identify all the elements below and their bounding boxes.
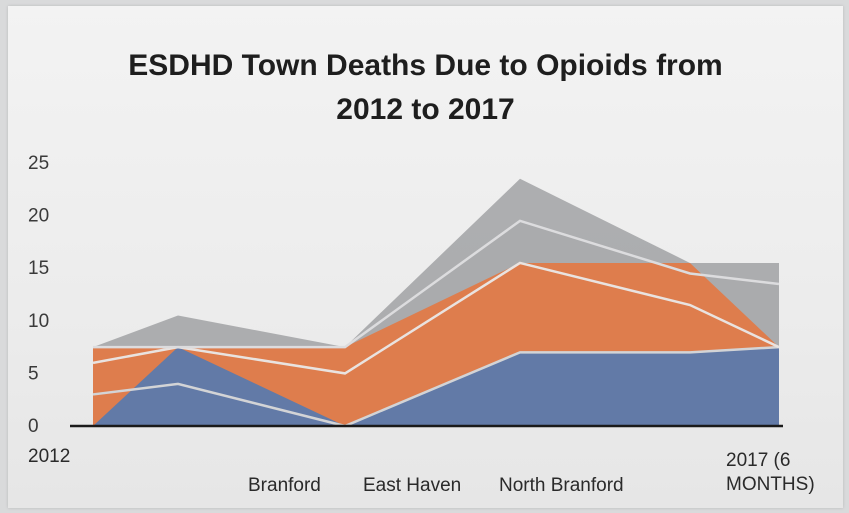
y-tick-label: 20 bbox=[28, 206, 49, 227]
overlay-line-1 bbox=[92, 345, 780, 428]
x-category-label: 2012 bbox=[28, 446, 70, 467]
x-category-label: North Branford bbox=[499, 475, 624, 496]
x-category-label: 2017 (6 bbox=[726, 450, 790, 471]
overlay-line-3 bbox=[93, 219, 780, 349]
x-category-label: MONTHS) bbox=[726, 474, 815, 495]
chart-title-line-2: 2012 to 2017 bbox=[336, 93, 515, 126]
y-tick-label: 25 bbox=[28, 153, 49, 174]
x-category-label: Branford bbox=[248, 475, 321, 496]
y-tick-label: 0 bbox=[28, 416, 39, 437]
y-tick-label: 10 bbox=[28, 311, 49, 332]
y-tick-label: 5 bbox=[28, 363, 39, 384]
chart-title-line-1: ESDHD Town Deaths Due to Opioids from bbox=[128, 49, 723, 82]
overlay-line-2 bbox=[92, 261, 780, 375]
x-category-label: East Haven bbox=[363, 475, 461, 496]
y-tick-label: 15 bbox=[28, 258, 49, 279]
chart-title: ESDHD Town Deaths Due to Opioids from 20… bbox=[8, 44, 843, 132]
